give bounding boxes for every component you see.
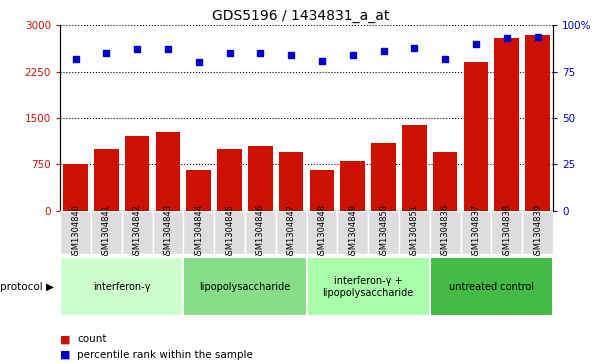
Text: GSM1304851: GSM1304851 (410, 204, 419, 260)
Text: GSM1304838: GSM1304838 (502, 204, 511, 260)
Bar (492, 211, 522, 254)
Bar (63, 164, 88, 211)
Bar (430, 257, 553, 316)
Bar (399, 211, 430, 254)
Text: GDS5196 / 1434831_a_at: GDS5196 / 1434831_a_at (212, 9, 389, 23)
Text: GSM1304841: GSM1304841 (102, 204, 111, 260)
Bar (402, 125, 427, 211)
Text: GSM1304843: GSM1304843 (163, 204, 172, 260)
Bar (522, 211, 553, 254)
Bar (245, 211, 276, 254)
Text: GSM1304844: GSM1304844 (194, 204, 203, 260)
Bar (340, 160, 365, 211)
Text: ■: ■ (60, 334, 70, 344)
Bar (248, 146, 273, 211)
Text: GSM1304842: GSM1304842 (133, 204, 142, 260)
Bar (183, 257, 307, 316)
Text: protocol ▶: protocol ▶ (0, 282, 54, 292)
Text: percentile rank within the sample: percentile rank within the sample (77, 350, 253, 360)
Bar (125, 136, 150, 211)
Bar (371, 143, 396, 211)
Text: GSM1304837: GSM1304837 (471, 204, 480, 260)
Text: GSM1304850: GSM1304850 (379, 204, 388, 260)
Text: count: count (77, 334, 106, 344)
Bar (156, 132, 180, 211)
Text: GSM1304849: GSM1304849 (348, 204, 357, 260)
Text: GSM1304836: GSM1304836 (441, 204, 450, 260)
Bar (60, 257, 183, 316)
Text: interferon-γ: interferon-γ (93, 282, 150, 292)
Text: lipopolysaccharide: lipopolysaccharide (200, 282, 290, 292)
Bar (91, 211, 122, 254)
Bar (495, 38, 519, 211)
Bar (153, 211, 183, 254)
Bar (214, 211, 245, 254)
Text: interferon-γ +
lipopolysaccharide: interferon-γ + lipopolysaccharide (323, 276, 413, 298)
Bar (307, 211, 337, 254)
Bar (279, 152, 304, 211)
Bar (60, 211, 91, 254)
Text: untreated control: untreated control (449, 282, 534, 292)
Bar (525, 35, 550, 211)
Bar (217, 149, 242, 211)
Bar (121, 211, 153, 254)
Text: GSM1304845: GSM1304845 (225, 204, 234, 260)
Text: GSM1304848: GSM1304848 (317, 204, 326, 260)
Bar (94, 149, 118, 211)
Bar (183, 211, 214, 254)
Bar (186, 170, 211, 211)
Bar (310, 170, 334, 211)
Text: GSM1304847: GSM1304847 (287, 204, 296, 260)
Text: GSM1304840: GSM1304840 (71, 204, 80, 260)
Text: GSM1304846: GSM1304846 (256, 204, 265, 260)
Bar (368, 211, 399, 254)
Bar (460, 211, 492, 254)
Bar (307, 257, 430, 316)
Bar (430, 211, 460, 254)
Text: GSM1304839: GSM1304839 (533, 204, 542, 260)
Bar (276, 211, 307, 254)
Text: ■: ■ (60, 350, 70, 360)
Bar (337, 211, 368, 254)
Bar (433, 152, 457, 211)
Bar (463, 62, 488, 211)
